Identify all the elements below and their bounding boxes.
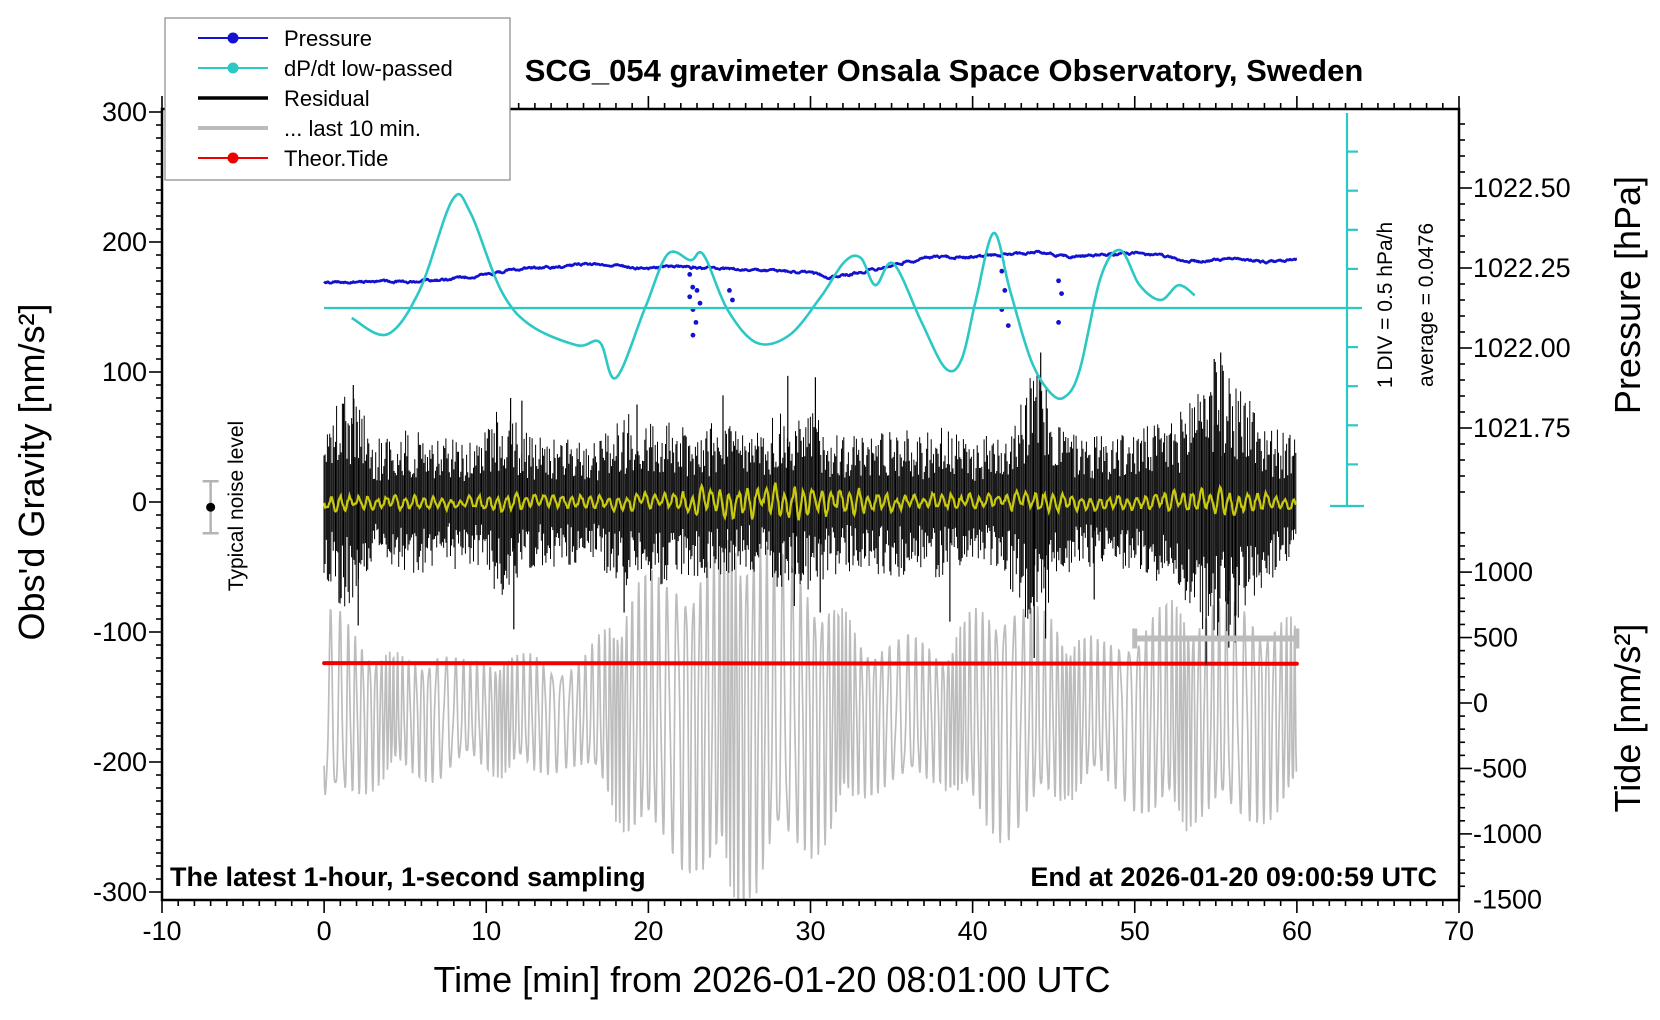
plot-frame	[160, 107, 1461, 902]
gravity-tick-label: 0	[132, 487, 147, 517]
pressure-outlier-dot	[1059, 291, 1064, 296]
legend-item-label: Residual	[284, 86, 370, 111]
pressure-tick-label: 1022.00	[1473, 333, 1571, 363]
legend: Pressure dP/dt low-passed Residual ... last…	[164, 17, 511, 181]
residual-lowpass-curve	[323, 482, 1297, 521]
dpdt-series	[351, 192, 1196, 400]
y-left-axis-title: Obs'd Gravity [nm/s²]	[11, 304, 52, 641]
pressure-outlier-dot	[690, 284, 696, 290]
theor-tide-curve	[322, 661, 1299, 666]
legend-item: ... last 10 min.	[198, 116, 421, 141]
residual-lowpass-series	[323, 482, 1297, 521]
pressure-outlier-dot	[687, 272, 693, 277]
residual-series	[323, 352, 1297, 665]
y-right-tide-title: Tide [nm/s²]	[1607, 624, 1648, 813]
gravity-tick-label: -300	[93, 877, 147, 907]
pressure-outlier-dot	[694, 288, 700, 293]
gravity-tick-label: 100	[102, 357, 147, 387]
page-title: SCG_054 gravimeter Onsala Space Observat…	[525, 53, 1364, 88]
legend-sample-dot	[227, 32, 239, 44]
legend-item-label: ... last 10 min.	[284, 116, 421, 141]
sampling-note: The latest 1-hour, 1-second sampling	[170, 862, 646, 892]
y-right-pressure-title: Pressure [hPa]	[1607, 176, 1648, 414]
gravity-tick-label: 200	[102, 227, 147, 257]
tide-tick-label: -1000	[1473, 819, 1542, 849]
pressure-outlier-dot	[690, 332, 696, 338]
pressure-outlier-dot	[730, 297, 735, 303]
legend-item-label: dP/dt low-passed	[284, 56, 453, 81]
x-tick-label: 30	[795, 916, 825, 946]
x-tick-label: 50	[1120, 916, 1150, 946]
residual-spikes	[352, 352, 1236, 665]
gravity-tick-label: 300	[102, 97, 147, 127]
x-tick-label: 20	[633, 916, 663, 946]
pressure-outlier-dot	[1056, 278, 1061, 284]
tide-tick-label: 0	[1473, 688, 1488, 718]
tide-tick-label: -1500	[1473, 884, 1542, 914]
noise-dot	[206, 502, 216, 512]
pressure-curve	[323, 249, 1298, 285]
axis-tick-labels: -10 0 10 20 30 40 50 60 70-300-200-1000100200300…	[93, 97, 1571, 946]
x-axis-title: Time [min] from 2026-01-20 08:01:00 UTC	[434, 959, 1111, 1000]
x-tick-label: 0	[317, 916, 332, 946]
gravity-tick-label: -100	[93, 617, 147, 647]
tide-tick-label: 500	[1473, 623, 1518, 653]
pressure-outlier-dot	[1005, 323, 1011, 328]
pressure-outlier-dot	[1002, 288, 1008, 293]
legend-item: Theor.Tide	[198, 146, 388, 171]
last10min-series	[323, 539, 1298, 899]
last10min-curve	[323, 539, 1298, 899]
pressure-outlier-dot	[687, 294, 693, 300]
x-tick-label: 60	[1282, 916, 1312, 946]
pressure-outlier-dot	[999, 268, 1005, 274]
legend-sample-dot	[227, 152, 239, 164]
noise-marker	[202, 479, 219, 535]
theor-tide-series	[322, 661, 1299, 666]
x-tick-label: 10	[471, 916, 501, 946]
gravity-tick-label: -200	[93, 747, 147, 777]
pressure-tick-label: 1022.25	[1473, 253, 1571, 283]
tide-tick-label: -500	[1473, 753, 1527, 783]
x-tick-label: 70	[1444, 916, 1474, 946]
legend-sample-dot	[227, 62, 239, 74]
pressure-tick-label: 1021.75	[1473, 413, 1571, 443]
pressure-outlier-dot	[1056, 320, 1061, 325]
pressure-outlier-dot	[697, 300, 703, 306]
div-annotation: 1 DIV = 0.5 hPa/h	[1374, 222, 1397, 388]
legend-item: Residual	[198, 86, 370, 111]
legend-item: dP/dt low-passed	[198, 56, 453, 81]
pressure-outlier-dot	[727, 288, 732, 293]
end-time-note: End at 2026-01-20 09:00:59 UTC	[1030, 862, 1437, 892]
x-tick-label: 40	[958, 916, 988, 946]
legend-rows: Pressure dP/dt low-passed Residual ... last…	[198, 26, 453, 171]
pressure-tick-label: 1022.50	[1473, 173, 1571, 203]
dpdt-scalebar	[1330, 113, 1364, 508]
average-annotation: average = 0.0476	[1415, 223, 1438, 387]
x-tick-label: -10	[142, 916, 181, 946]
pressure-series	[323, 249, 1298, 285]
pressure-outlier-dot	[693, 320, 699, 325]
noise-marker-label: Typical noise level	[225, 421, 248, 591]
tide-tick-label: 1000	[1473, 557, 1533, 587]
legend-item-label: Theor.Tide	[284, 146, 388, 171]
last10-interval-bar	[1132, 628, 1300, 649]
legend-item-label: Pressure	[284, 26, 372, 51]
dpdt-curve	[351, 192, 1196, 400]
legend-item: Pressure	[198, 26, 372, 51]
